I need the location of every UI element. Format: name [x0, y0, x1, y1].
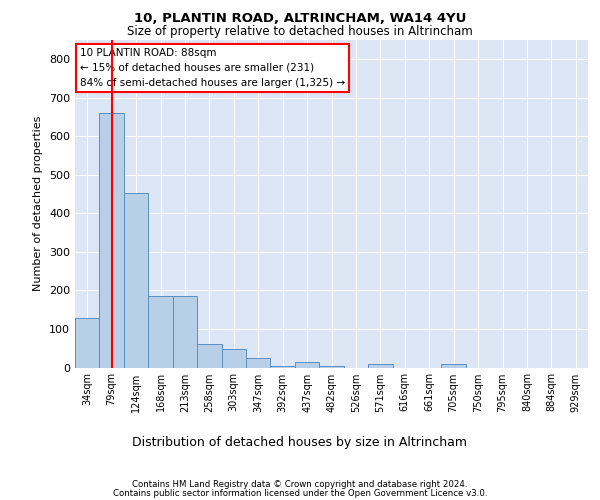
- Bar: [246, 358, 271, 368]
- Bar: [442, 364, 466, 368]
- Bar: [295, 362, 319, 368]
- Bar: [124, 194, 148, 368]
- Text: Contains public sector information licensed under the Open Government Licence v3: Contains public sector information licen…: [113, 488, 487, 498]
- Text: 10, PLANTIN ROAD, ALTRINCHAM, WA14 4YU: 10, PLANTIN ROAD, ALTRINCHAM, WA14 4YU: [134, 12, 466, 26]
- Bar: [271, 366, 295, 368]
- Bar: [148, 296, 173, 368]
- Bar: [173, 296, 197, 368]
- Y-axis label: Number of detached properties: Number of detached properties: [34, 116, 43, 292]
- Bar: [75, 318, 100, 368]
- Text: Size of property relative to detached houses in Altrincham: Size of property relative to detached ho…: [127, 25, 473, 38]
- Bar: [100, 113, 124, 368]
- Text: 10 PLANTIN ROAD: 88sqm
← 15% of detached houses are smaller (231)
84% of semi-de: 10 PLANTIN ROAD: 88sqm ← 15% of detached…: [80, 48, 345, 88]
- Bar: [368, 364, 392, 368]
- Bar: [197, 344, 221, 368]
- Text: Distribution of detached houses by size in Altrincham: Distribution of detached houses by size …: [133, 436, 467, 449]
- Bar: [319, 366, 344, 368]
- Bar: [221, 349, 246, 368]
- Text: Contains HM Land Registry data © Crown copyright and database right 2024.: Contains HM Land Registry data © Crown c…: [132, 480, 468, 489]
